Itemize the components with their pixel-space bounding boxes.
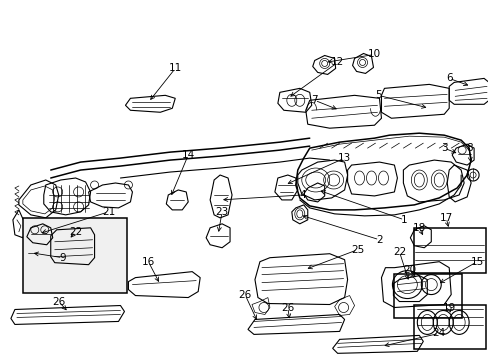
Text: 3: 3 [440,143,447,153]
Text: 7: 7 [311,95,317,105]
Text: 16: 16 [142,257,155,267]
Text: 9: 9 [59,253,66,263]
Text: 11: 11 [168,63,182,73]
Text: 21: 21 [102,207,115,217]
Text: 19: 19 [442,302,455,312]
Bar [413,228,485,273]
Text: 20: 20 [402,265,415,275]
Text: 4: 4 [299,190,305,200]
Text: 12: 12 [330,58,344,67]
Text: 26: 26 [238,289,251,300]
Text: 24: 24 [432,328,445,338]
Text: 18: 18 [412,223,425,233]
Text: 8: 8 [465,143,471,153]
Text: 15: 15 [469,257,483,267]
Text: 17: 17 [439,213,452,223]
Text: 22: 22 [69,227,82,237]
Text: 26: 26 [52,297,65,306]
Text: 13: 13 [337,153,350,163]
Text: 6: 6 [445,73,451,84]
Text: 10: 10 [367,49,380,59]
Bar [23,218,127,293]
Text: 22: 22 [392,247,405,257]
Text: 26: 26 [281,302,294,312]
Text: 23: 23 [215,207,228,217]
Text: 2: 2 [375,235,382,245]
Bar [413,305,485,349]
Text: 1: 1 [400,215,407,225]
Text: 25: 25 [350,245,364,255]
Text: 5: 5 [374,90,381,100]
Text: 14: 14 [181,150,194,160]
Bar [394,274,461,319]
